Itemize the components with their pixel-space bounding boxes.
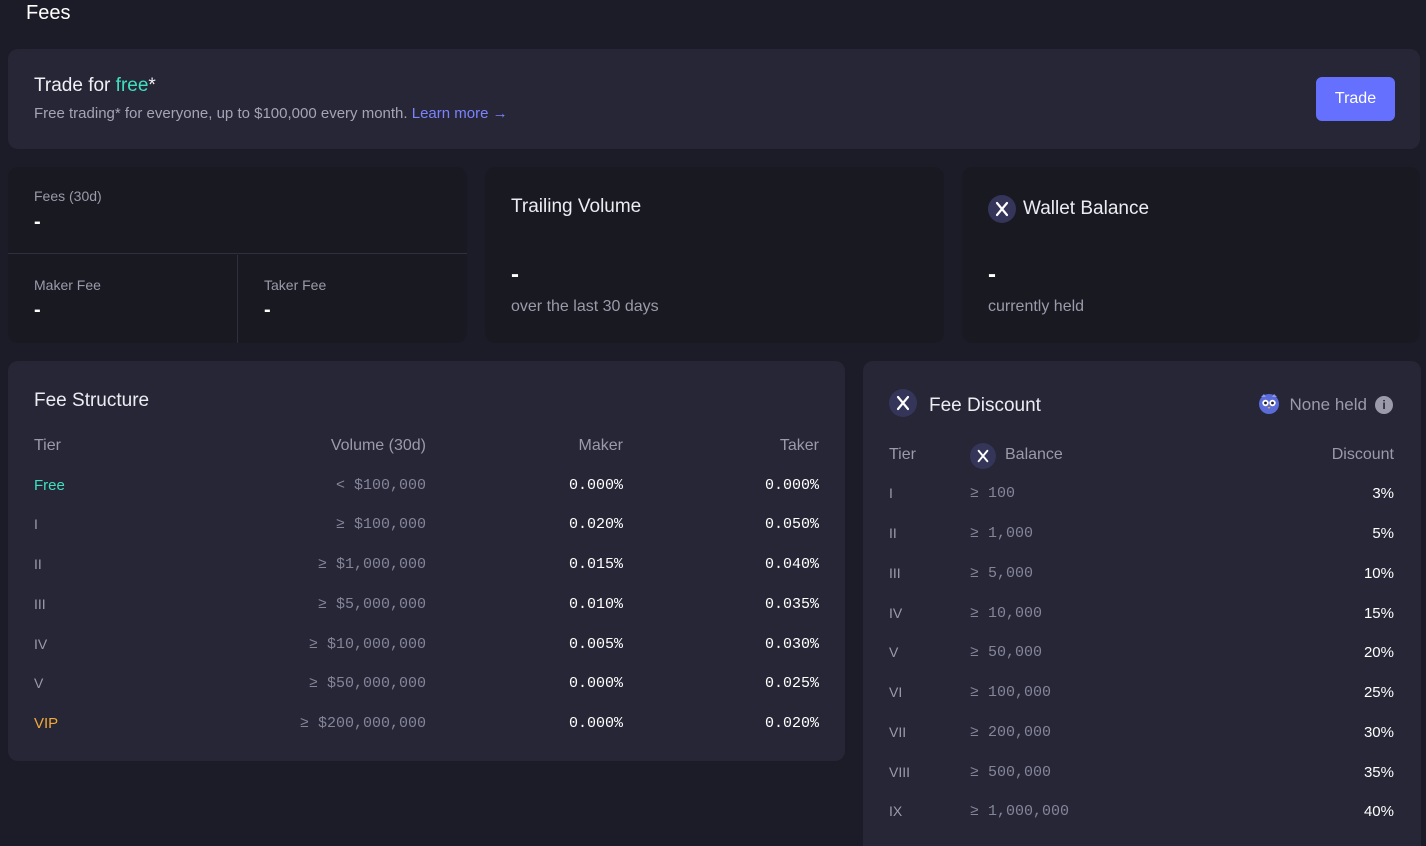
balance-cell: ≥ 50,000 [970, 644, 1043, 661]
trailing-volume-card: Trailing Volume - over the last 30 days [485, 167, 944, 343]
fee-structure-title: Fee Structure [34, 390, 150, 411]
balance-cell: ≥ 1,000 [970, 525, 1034, 542]
tier-label: VIII [889, 764, 911, 780]
balance-cell: ≥ 100 [970, 485, 1016, 502]
wallet-balance-title: Wallet Balance [1023, 198, 1150, 219]
maker-cell: 0.015% [568, 556, 623, 573]
header-tier: Tier [34, 437, 61, 454]
maker-fee-label: Maker Fee [34, 277, 101, 293]
fee-discount-header: Tier Balance Discount [889, 443, 1394, 471]
taker-cell: 0.020% [764, 715, 819, 732]
balance-cell: ≥ 10,000 [970, 605, 1043, 622]
fee-discount-title: Fee Discount [929, 395, 1041, 416]
header-balance: Balance [1005, 446, 1063, 463]
none-held-indicator: None held i [1257, 391, 1393, 419]
volume-cell: ≥ $200,000,000 [299, 715, 426, 732]
fee-discount-card: Fee Discount None held i Tier Balance Di… [863, 361, 1421, 846]
tier-label: I [889, 485, 893, 501]
volume-cell: ≥ $100,000 [335, 516, 426, 533]
tier-label: I [34, 516, 38, 532]
discount-cell: 3% [1372, 485, 1394, 502]
taker-fee-value: - [264, 299, 271, 321]
maker-cell: 0.000% [568, 715, 623, 732]
x-token-icon [889, 389, 917, 417]
tier-label: IV [889, 605, 903, 621]
balance-cell: ≥ 100,000 [970, 684, 1052, 701]
trailing-volume-sub: over the last 30 days [511, 298, 659, 315]
tier-label: II [34, 556, 42, 572]
discount-cell: 5% [1372, 525, 1394, 542]
taker-fee-section: Taker Fee - [237, 255, 466, 343]
volume-cell: ≥ $5,000,000 [317, 596, 426, 613]
wallet-balance-card: Wallet Balance - currently held [962, 167, 1420, 343]
wallet-balance-sub: currently held [988, 298, 1085, 315]
trailing-volume-title: Trailing Volume [511, 196, 642, 217]
header-maker: Maker [578, 437, 623, 454]
taker-cell: 0.025% [764, 675, 819, 692]
info-icon[interactable]: i [1375, 396, 1393, 414]
volume-cell: ≥ $1,000,000 [317, 556, 426, 573]
discount-cell: 15% [1363, 605, 1394, 622]
maker-fee-value: - [34, 299, 41, 321]
x-token-icon [988, 195, 1016, 223]
learn-more-link[interactable]: Learn more → [411, 105, 508, 122]
tier-label: VII [889, 724, 907, 740]
discount-cell: 10% [1363, 565, 1394, 582]
taker-cell: 0.000% [764, 477, 819, 494]
balance-cell: ≥ 5,000 [970, 565, 1034, 582]
fees-card: Fees (30d) - Maker Fee - Taker Fee - [8, 167, 467, 343]
volume-cell: < $100,000 [335, 477, 426, 494]
taker-cell: 0.030% [764, 636, 819, 653]
header-volume: Volume (30d) [330, 437, 426, 454]
promo-banner: Trade for free* Free trading* for everyo… [8, 49, 1420, 149]
maker-cell: 0.010% [568, 596, 623, 613]
taker-cell: 0.050% [764, 516, 819, 533]
wallet-balance-value: - [988, 261, 996, 288]
balance-cell: ≥ 1,000,000 [970, 803, 1070, 820]
tier-label: V [34, 675, 44, 691]
tier-label: IV [34, 636, 48, 652]
volume-cell: ≥ $10,000,000 [308, 636, 426, 653]
maker-cell: 0.000% [568, 477, 623, 494]
page-title: Fees [26, 2, 71, 24]
tier-label: II [889, 525, 897, 541]
trailing-volume-value: - [511, 261, 519, 288]
owl-badge-icon [1257, 391, 1281, 420]
maker-fee-section: Maker Fee - [8, 255, 237, 343]
balance-cell: ≥ 500,000 [970, 764, 1052, 781]
tier-label: III [889, 565, 901, 581]
discount-cell: 40% [1363, 803, 1394, 820]
promo-title-accent: free [115, 75, 149, 96]
tier-label: Free [34, 477, 65, 494]
tier-label: III [34, 596, 46, 612]
maker-cell: 0.000% [568, 675, 623, 692]
fee-structure-card: Fee Structure Tier Volume (30d) Maker Ta… [8, 361, 845, 761]
fees-30d-section: Fees (30d) - [8, 167, 467, 254]
balance-cell: ≥ 200,000 [970, 724, 1052, 741]
promo-subtitle: Free trading* for everyone, up to $100,0… [34, 105, 508, 122]
tier-label: V [889, 644, 899, 660]
volume-cell: ≥ $50,000,000 [308, 675, 426, 692]
header-tier: Tier [889, 446, 916, 463]
maker-cell: 0.020% [568, 516, 623, 533]
promo-title: Trade for free* [34, 75, 156, 96]
discount-cell: 35% [1363, 764, 1394, 781]
tier-label: VIP [34, 715, 59, 732]
x-token-icon [970, 443, 996, 469]
discount-cell: 30% [1363, 724, 1394, 741]
tier-label: IX [889, 803, 903, 819]
header-taker: Taker [779, 437, 819, 454]
taker-cell: 0.040% [764, 556, 819, 573]
discount-cell: 25% [1363, 684, 1394, 701]
taker-cell: 0.035% [764, 596, 819, 613]
discount-cell: 20% [1363, 644, 1394, 661]
header-discount: Discount [1331, 446, 1394, 463]
tier-label: VI [889, 684, 903, 700]
fees-30d-label: Fees (30d) [34, 188, 102, 204]
none-held-label: None held [1289, 395, 1367, 414]
fees-30d-value: - [34, 211, 41, 233]
trade-button[interactable]: Trade [1316, 77, 1395, 121]
maker-cell: 0.005% [568, 636, 623, 653]
taker-fee-label: Taker Fee [264, 277, 327, 293]
